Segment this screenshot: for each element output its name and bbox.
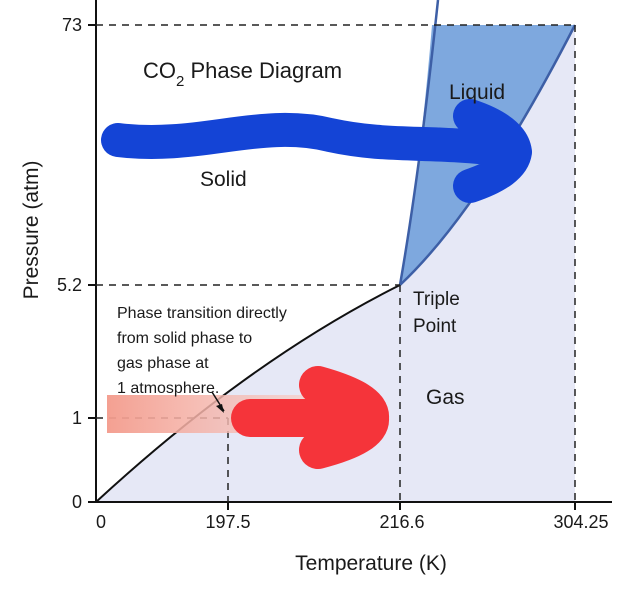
sublimation-annotation: Phase transition directly from solid pha… [117, 305, 287, 397]
y-tick-label: 73 [62, 15, 82, 35]
solid-label: Solid [200, 168, 247, 191]
chart-title: CO2 Phase Diagram [143, 58, 342, 90]
x-tick-label: 197.5 [205, 512, 250, 532]
gas-label: Gas [426, 386, 465, 409]
y-tick-label: 1 [72, 408, 82, 428]
x-tick-labels: 0 197.5 216.6 304.25 [96, 512, 609, 532]
y-axis-label: Pressure (atm) [20, 161, 43, 300]
axis-ticks [88, 24, 576, 510]
liquid-label: Liquid [449, 81, 505, 104]
annotation-line: from solid phase to [117, 330, 252, 347]
annotation-line: 1 atmosphere. [117, 380, 219, 397]
annotation-pointer-head [216, 404, 224, 413]
annotation-line: gas phase at [117, 355, 209, 372]
x-axis-label: Temperature (K) [295, 552, 447, 575]
y-tick-label: 5.2 [57, 275, 82, 295]
blue-arrow [101, 99, 532, 203]
x-tick-label: 304.25 [553, 512, 608, 532]
y-tick-label: 0 [72, 492, 82, 512]
triple-point-label-line2: Point [413, 316, 457, 337]
x-tick-label: 0 [96, 512, 106, 532]
gas-region [96, 25, 575, 502]
red-arrow [231, 366, 389, 469]
annotation-line: Phase transition directly [117, 305, 287, 322]
triple-point-label-line1: Triple [413, 289, 460, 310]
x-tick-label: 216.6 [379, 512, 424, 532]
sublimation-curve [95, 284, 401, 503]
y-tick-labels: 73 5.2 1 0 [57, 15, 82, 512]
